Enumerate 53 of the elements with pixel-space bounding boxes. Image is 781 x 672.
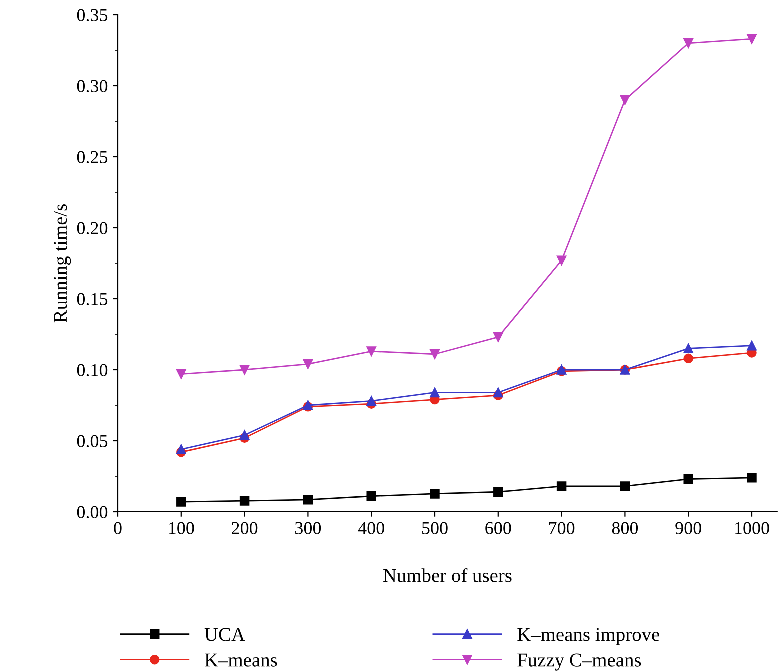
x-tick-label: 100 (169, 522, 194, 534)
point (747, 473, 757, 483)
point (684, 474, 694, 484)
x-tick-label: 800 (612, 522, 638, 534)
point (303, 359, 314, 370)
y-tick-label: 0.00 (77, 506, 108, 519)
point (430, 489, 440, 499)
x-tick-label: 0 (114, 522, 122, 534)
legend-label: K–means (205, 654, 278, 667)
point (430, 350, 440, 360)
point (176, 444, 186, 454)
point (303, 495, 314, 505)
point (684, 344, 694, 354)
y-tick-label: 0.10 (77, 364, 108, 377)
point (620, 482, 630, 492)
x-tick-label: 300 (296, 522, 322, 534)
point (240, 365, 250, 375)
point (366, 396, 376, 406)
x-tick-label: 500 (422, 522, 448, 534)
x-tick-label: 400 (358, 522, 384, 534)
y-axis-title: Running time/s (54, 204, 72, 323)
point (430, 388, 440, 398)
point (684, 354, 694, 364)
x-tick-label: 600 (486, 522, 512, 534)
x-tick-label: 700 (549, 522, 575, 534)
point (556, 256, 567, 266)
y-tick-label: 0.20 (77, 222, 108, 235)
point (494, 332, 504, 342)
point (684, 38, 694, 48)
point (240, 496, 250, 506)
y-tick-label: 0.25 (77, 151, 108, 164)
point (366, 492, 376, 502)
point (176, 497, 186, 507)
y-tick-label: 0.05 (77, 435, 108, 448)
x-tick-label: 1000 (736, 522, 770, 534)
y-tick-label: 0.35 (77, 9, 108, 22)
legend-label: K–means improve (518, 628, 660, 646)
x-axis-title: Number of users (383, 568, 512, 582)
point (366, 346, 376, 356)
point (176, 369, 186, 380)
point (494, 487, 504, 497)
point (494, 388, 504, 398)
legend-label: UCA (204, 628, 246, 642)
point (747, 341, 757, 351)
x-tick-label: 900 (676, 522, 702, 534)
point (556, 482, 567, 492)
x-tick-label: 200 (232, 522, 258, 534)
legend-label: Fuzzy C–means (518, 654, 642, 671)
point (620, 95, 630, 106)
y-tick-label: 0.30 (77, 80, 108, 93)
point (747, 34, 757, 44)
point (240, 430, 250, 440)
y-tick-label: 0.15 (77, 293, 108, 306)
